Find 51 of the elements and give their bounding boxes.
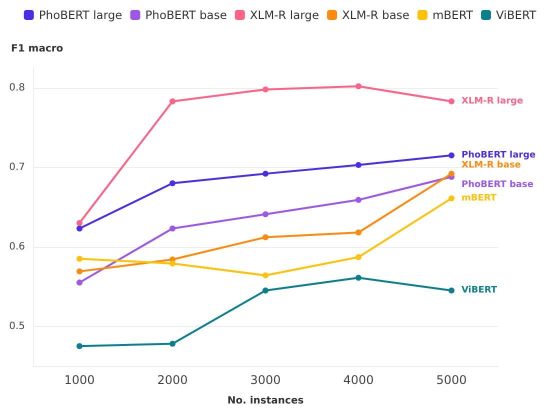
point: [170, 226, 176, 232]
legend-label: mBERT: [432, 8, 474, 22]
text: XLM-R base: [462, 160, 521, 171]
point: [262, 234, 268, 240]
point: [262, 86, 268, 92]
y-tick-label: 0.8: [9, 82, 25, 94]
point: [76, 226, 82, 232]
point: [76, 268, 82, 274]
point: [448, 170, 454, 177]
y-tick-label: 0.6: [9, 241, 25, 252]
point: [76, 280, 82, 286]
point: [448, 98, 454, 104]
point: [262, 211, 268, 218]
text: ViBERT: [462, 286, 498, 296]
x-axis-title: No. instances: [227, 396, 304, 406]
y-tick-label: 0.7: [9, 162, 25, 173]
point: [170, 340, 176, 347]
text: PhoBERT large: [462, 150, 536, 160]
point: [262, 272, 268, 278]
y-tick-label: 0.5: [9, 320, 25, 332]
legend-label: ViBERT: [496, 8, 538, 22]
legend-label: PhoBERT large: [38, 8, 122, 22]
point: [76, 220, 82, 226]
point: [356, 274, 362, 281]
x-tick-label: 1000: [64, 373, 95, 387]
text: XLM-R large: [462, 96, 524, 106]
x-tick-label: 5000: [436, 373, 467, 387]
point: [356, 196, 362, 203]
point: [356, 83, 362, 90]
point: [170, 180, 176, 186]
x-tick-label: 3000: [250, 373, 281, 387]
point: [448, 288, 454, 294]
point: [448, 195, 454, 202]
point: [262, 288, 268, 294]
legend-label: XLM-R base: [342, 8, 410, 22]
point: [356, 162, 362, 168]
x-tick-label: 4000: [343, 373, 374, 387]
point: [170, 260, 176, 266]
point: [356, 254, 362, 260]
y-axis-title: F1 macro: [11, 44, 64, 54]
x-tick-label: 2000: [157, 373, 188, 387]
point: [448, 152, 454, 158]
text: mBERT: [462, 193, 497, 204]
legend-label: PhoBERT base: [145, 8, 227, 22]
point: [76, 256, 82, 262]
point: [76, 343, 82, 350]
point: [262, 170, 268, 177]
point: [170, 98, 176, 104]
text: PhoBERT base: [462, 180, 534, 190]
point: [356, 229, 362, 236]
legend-label: XLM-R large: [250, 8, 320, 22]
